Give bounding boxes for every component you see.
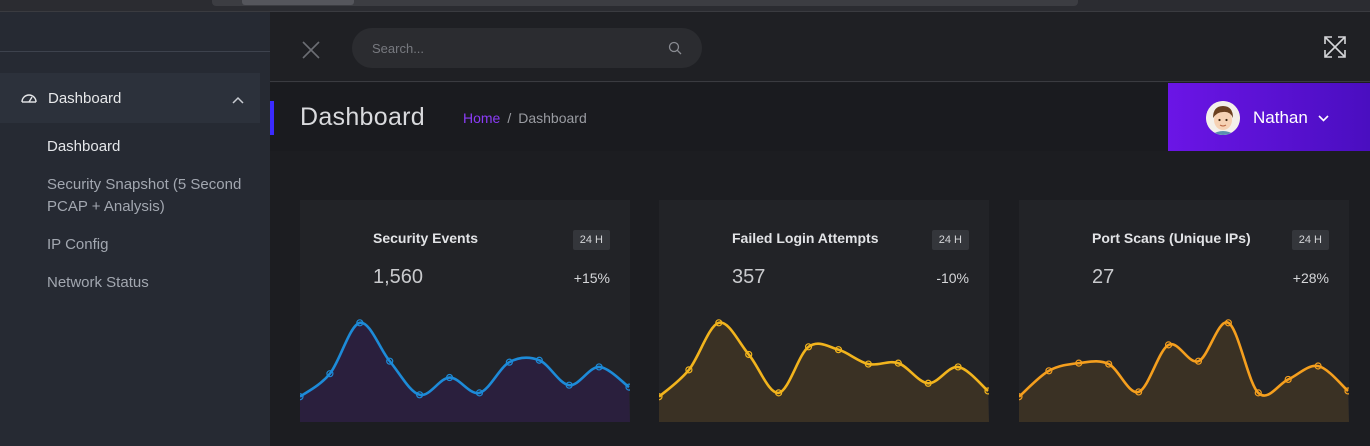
card-title: Port Scans (Unique IPs): [1092, 230, 1251, 246]
sparkline-point: [356, 319, 364, 327]
sparkline-point: [505, 358, 513, 366]
sparkline-point: [1344, 387, 1349, 395]
breadcrumb-current: Dashboard: [518, 110, 587, 126]
card-title: Security Events: [373, 230, 479, 246]
breadcrumb: Home / Dashboard: [463, 110, 587, 126]
sparkline-area-fill: [300, 322, 630, 422]
sparkline-point: [864, 360, 872, 368]
stat-card-security-events: Security Events 24 H 1,560 +15%: [300, 200, 630, 422]
card-value: 357: [732, 266, 766, 288]
browser-active-tab[interactable]: [242, 0, 354, 5]
sparkline-security-events: [300, 319, 630, 422]
sparkline-point: [595, 363, 603, 371]
sparkline-point: [715, 319, 723, 327]
card-change: +15%: [573, 270, 610, 286]
sparkline-failed-logins: [659, 319, 989, 422]
sidebar-subitem-security-snapshot[interactable]: Security Snapshot (5 Second PCAP + Analy…: [47, 176, 242, 215]
sidebar-subitem-ip-config[interactable]: IP Config: [47, 236, 109, 253]
title-accent-bar: [270, 101, 274, 135]
sparkline-point: [804, 343, 813, 351]
sparkline-point: [954, 363, 962, 371]
card-change: +28%: [1292, 270, 1329, 286]
sparkline-point: [1314, 362, 1322, 370]
sparkline-point: [475, 389, 484, 397]
sparkline-point: [775, 389, 783, 397]
search-box: [352, 28, 702, 68]
sparkline-point: [1164, 341, 1173, 349]
sidebar-submenu: Dashboard Security Snapshot (5 Second PC…: [47, 136, 257, 310]
sparkline-point: [659, 393, 663, 401]
sparkline-port-scans: [1019, 319, 1349, 422]
sparkline-point: [1284, 375, 1292, 384]
chevron-down-icon: [1318, 109, 1329, 127]
sparkline-line: [1019, 321, 1349, 398]
card-value: 1,560: [373, 266, 424, 288]
topbar: [270, 12, 1370, 82]
sparkline-point: [565, 381, 573, 389]
sparkline-point: [1075, 359, 1083, 367]
sidebar-logo-area: [0, 12, 270, 52]
user-menu-button[interactable]: Nathan: [1168, 83, 1370, 152]
sparkline-point: [1224, 319, 1232, 327]
sparkline-point: [894, 359, 902, 367]
sparkline-point: [416, 391, 424, 399]
card-value: 27: [1092, 266, 1115, 288]
period-badge: 24 H: [931, 230, 969, 250]
browser-top-strip: [0, 0, 1370, 12]
sparkline-point: [924, 379, 932, 387]
search-icon[interactable]: [668, 41, 682, 60]
sparkline-point: [685, 366, 693, 374]
sparkline-point: [984, 387, 989, 395]
sparkline-point: [300, 393, 304, 401]
sidebar: Dashboard Dashboard Security Snapshot (5…: [0, 12, 270, 446]
search-input[interactable]: [372, 28, 652, 68]
sparkline-point: [1045, 367, 1053, 375]
sparkline-point: [834, 346, 843, 354]
period-badge: 24 H: [1291, 230, 1329, 250]
sidebar-item-dashboard[interactable]: Dashboard: [0, 73, 260, 123]
breadcrumb-home-link[interactable]: Home: [463, 110, 501, 126]
avatar: [1206, 100, 1240, 135]
breadcrumb-separator: /: [507, 110, 512, 126]
sparkline-area-fill: [1019, 322, 1349, 422]
stat-card-port-scans: Port Scans (Unique IPs) 24 H 27 +28%: [1019, 200, 1349, 422]
sidebar-subitem-dashboard[interactable]: Dashboard: [47, 138, 121, 155]
card-change: -10%: [936, 270, 969, 286]
close-icon[interactable]: [300, 39, 322, 61]
period-badge: 24 H: [572, 230, 610, 250]
main-content: Security Events 24 H 1,560 +15% Failed L…: [270, 151, 1370, 446]
sparkline-point: [1254, 389, 1262, 397]
sparkline-point: [745, 350, 753, 359]
sidebar-item-label: Dashboard: [48, 89, 122, 107]
sparkline-point: [1019, 393, 1023, 401]
sparkline-point: [625, 383, 630, 391]
sparkline-point: [1194, 357, 1203, 365]
sidebar-subitem-network-status[interactable]: Network Status: [47, 274, 149, 291]
page-title: Dashboard: [300, 103, 426, 131]
sparkline-point: [326, 370, 334, 378]
sparkline-point: [1135, 388, 1143, 396]
sparkline-point: [535, 356, 543, 364]
page-header: Dashboard Home / Dashboard Nathan: [270, 83, 1370, 152]
sparkline-area-fill: [659, 322, 989, 422]
user-name: Nathan: [1253, 107, 1308, 127]
dashboard-gauge-icon: [20, 91, 38, 105]
fullscreen-icon[interactable]: [1322, 34, 1348, 60]
chevron-up-icon[interactable]: [232, 91, 244, 108]
sparkline-point: [445, 373, 454, 382]
sparkline-point: [386, 357, 394, 365]
sparkline-point: [1105, 360, 1113, 368]
browser-tab-strip: [212, 0, 1078, 6]
card-title: Failed Login Attempts: [732, 230, 879, 246]
stat-card-failed-logins: Failed Login Attempts 24 H 357 -10%: [659, 200, 989, 422]
